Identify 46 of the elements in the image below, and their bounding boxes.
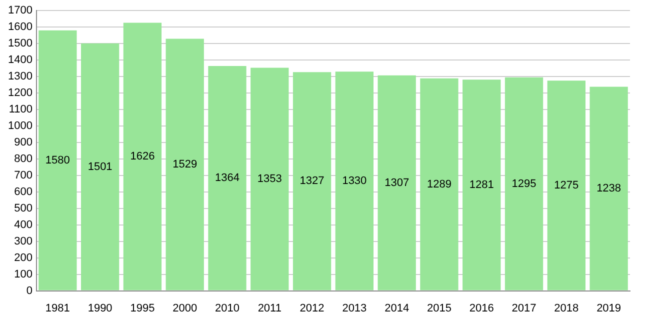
y-tick-label: 400 xyxy=(14,218,32,231)
x-tick-label: 2000 xyxy=(172,302,198,314)
y-tick-label: 200 xyxy=(14,252,32,264)
x-tick-label: 1990 xyxy=(88,302,112,314)
data-label: 1281 xyxy=(469,179,494,192)
y-tick-label: 700 xyxy=(14,169,32,182)
data-label: 1626 xyxy=(130,150,155,163)
y-tick-label: 1100 xyxy=(8,104,32,116)
data-label: 1238 xyxy=(596,182,622,195)
x-tick-label: 2019 xyxy=(596,302,622,314)
x-tick-label: 2015 xyxy=(426,302,452,314)
data-label: 1307 xyxy=(384,176,410,189)
y-tick-label: 1300 xyxy=(8,70,32,83)
x-tick-label: 2016 xyxy=(469,302,494,314)
data-label: 1330 xyxy=(342,174,367,187)
x-tick-label: 2011 xyxy=(258,302,282,314)
x-tick-label: 2017 xyxy=(512,302,536,314)
y-tick-label: 1400 xyxy=(8,54,32,66)
data-label: 1327 xyxy=(300,175,324,188)
x-tick-label: 2010 xyxy=(215,302,240,314)
data-label: 1529 xyxy=(172,158,198,171)
y-tick-label: 500 xyxy=(14,202,32,214)
x-tick-label: 2018 xyxy=(554,302,579,314)
y-tick-label: 100 xyxy=(14,268,32,280)
data-label: 1364 xyxy=(215,172,240,184)
y-tick-label: 1500 xyxy=(8,38,32,50)
y-tick-label: 1700 xyxy=(8,4,32,17)
data-label: 1275 xyxy=(554,180,579,192)
x-tick-label: 2014 xyxy=(384,302,410,314)
y-tick-label: 1000 xyxy=(8,120,32,132)
y-tick-label: 0 xyxy=(26,284,32,297)
x-tick-label: 1981 xyxy=(45,302,70,314)
y-tick-label: 300 xyxy=(14,235,32,248)
y-tick-label: 800 xyxy=(14,152,32,165)
x-tick-label: 1995 xyxy=(130,302,155,314)
data-label: 1289 xyxy=(426,178,452,190)
y-tick-label: 1600 xyxy=(8,21,32,34)
y-tick-label: 1200 xyxy=(8,87,32,100)
data-label: 1501 xyxy=(88,160,112,173)
x-tick-label: 2013 xyxy=(342,302,367,314)
y-tick-label: 600 xyxy=(14,186,32,198)
y-tick-label: 900 xyxy=(14,136,32,148)
data-label: 1353 xyxy=(257,173,282,186)
data-label: 1295 xyxy=(512,178,536,190)
x-tick-label: 2012 xyxy=(300,302,324,314)
data-label: 1580 xyxy=(45,154,70,166)
